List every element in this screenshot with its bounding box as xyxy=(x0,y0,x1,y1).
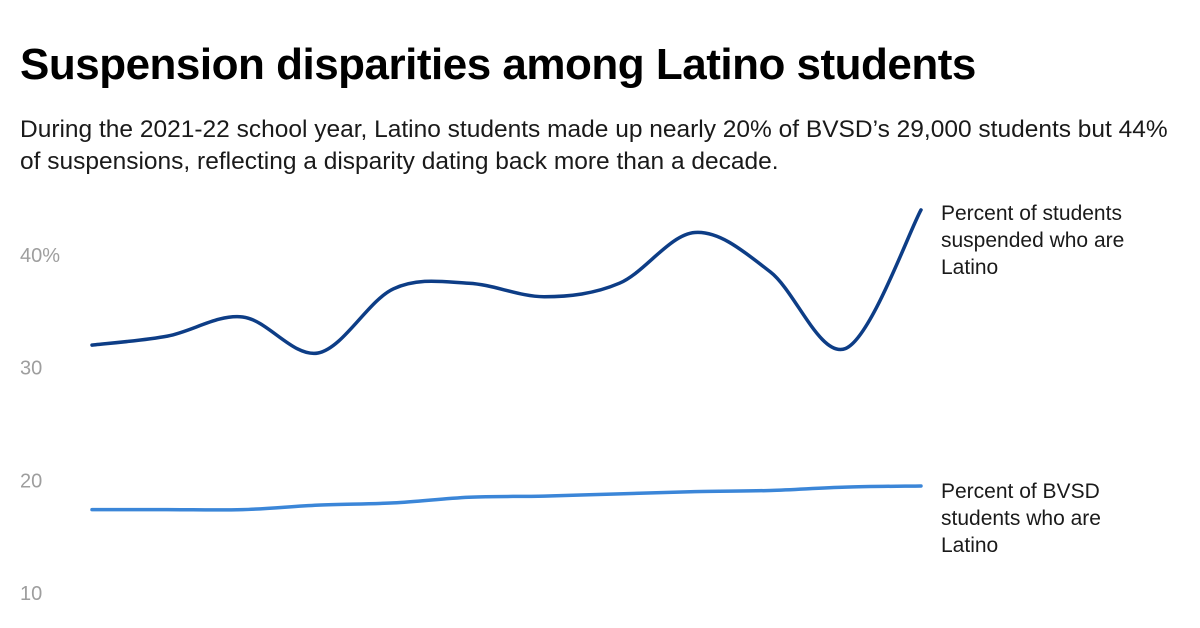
series-labels: Percent of students suspended who are Lati… xyxy=(941,202,1124,557)
series-label-line: students who are xyxy=(941,507,1101,530)
series-label-line: Latino xyxy=(941,256,998,279)
suspended-series-line xyxy=(90,208,923,355)
y-tick-label: 20 xyxy=(20,470,42,492)
series-label-line: suspended who are xyxy=(941,229,1124,252)
suspended-series-label: Percent of students suspended who are Lati… xyxy=(941,202,1124,279)
series-label-line: Percent of students xyxy=(941,202,1122,225)
y-tick-label: 40% xyxy=(20,245,60,267)
series-lines xyxy=(90,208,923,512)
y-tick-label: 10 xyxy=(20,583,42,605)
y-axis-ticks: 40% 30 20 10 xyxy=(20,245,60,605)
y-tick-label: 30 xyxy=(20,358,42,380)
series-label-line: Percent of BVSD xyxy=(941,480,1100,503)
chart-title: Suspension disparities among Latino stud… xyxy=(20,40,976,89)
students-series-line xyxy=(90,484,923,512)
series-label-line: Latino xyxy=(941,534,998,557)
students-series-label: Percent of BVSD students who are Latino xyxy=(941,480,1101,557)
chart-subtitle: During the 2021-22 school year, Latino s… xyxy=(20,116,1168,175)
